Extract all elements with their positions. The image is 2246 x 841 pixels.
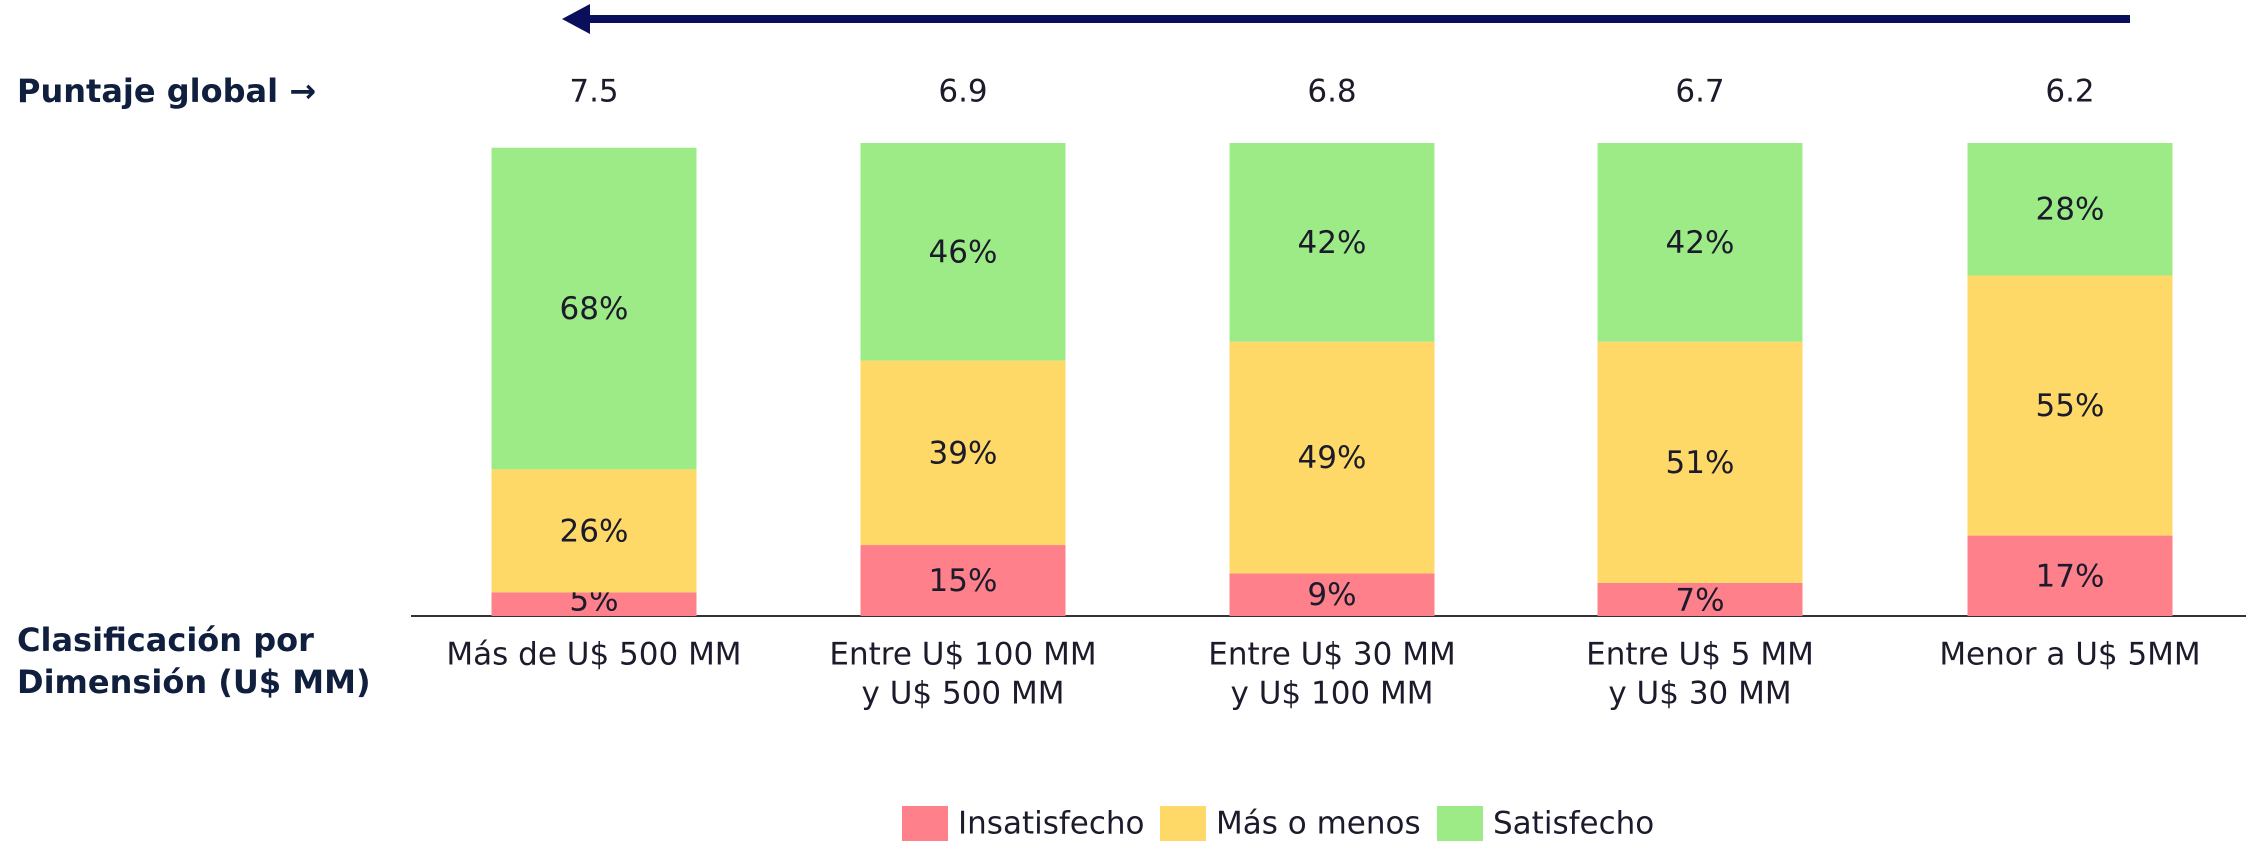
data-label: 42% bbox=[1298, 225, 1367, 261]
data-label: 49% bbox=[1298, 440, 1367, 476]
score-label: Puntaje global → bbox=[17, 72, 316, 110]
data-label: 42% bbox=[1666, 225, 1735, 261]
x-tick-label: Menor a U$ 5MM bbox=[1939, 637, 2200, 673]
bar-segment bbox=[1229, 573, 1435, 616]
score: 6.8 bbox=[1307, 74, 1356, 110]
data-label: 39% bbox=[929, 435, 998, 471]
bar-segment bbox=[1597, 143, 1803, 342]
bar-segment bbox=[1229, 341, 1435, 574]
bar-segment bbox=[491, 147, 697, 470]
data-label: 9% bbox=[1307, 577, 1356, 613]
axis-label: Clasificación por bbox=[17, 621, 314, 659]
x-tick-label: Entre U$ 100 MM bbox=[829, 637, 1096, 673]
data-label: 51% bbox=[1666, 445, 1735, 481]
data-label: 28% bbox=[2036, 192, 2105, 228]
bar-segment bbox=[1229, 143, 1435, 342]
bar-segment bbox=[860, 545, 1066, 616]
score: 6.7 bbox=[1675, 74, 1724, 110]
x-tick-label: y U$ 500 MM bbox=[862, 676, 1065, 712]
bar-segment bbox=[491, 469, 697, 593]
score: 7.5 bbox=[569, 74, 618, 110]
legend-swatch bbox=[1160, 806, 1206, 841]
legend-label: Satisfecho bbox=[1493, 806, 1654, 841]
bar-segment bbox=[860, 143, 1066, 361]
axis-label: Dimensión (U$ MM) bbox=[17, 663, 371, 701]
arrow-head bbox=[562, 4, 590, 34]
x-tick-label: Entre U$ 5 MM bbox=[1586, 637, 1814, 673]
bar-segment bbox=[1967, 275, 2173, 536]
data-label: 17% bbox=[2036, 558, 2105, 594]
data-label: 68% bbox=[560, 291, 629, 327]
x-tick-label: Entre U$ 30 MM bbox=[1208, 637, 1455, 673]
legend-label: Más o menos bbox=[1216, 806, 1421, 841]
data-label: 46% bbox=[929, 234, 998, 270]
score: 6.2 bbox=[2045, 74, 2094, 110]
bar-segment bbox=[491, 592, 697, 616]
data-label: 7% bbox=[1675, 583, 1724, 619]
x-tick-label: Más de U$ 500 MM bbox=[446, 637, 741, 673]
data-label: 15% bbox=[929, 563, 998, 599]
legend-swatch bbox=[1437, 806, 1483, 841]
data-label: 26% bbox=[560, 513, 629, 549]
bar-segment bbox=[1967, 143, 2173, 276]
bar-segment bbox=[1597, 582, 1803, 616]
bar-segment bbox=[1597, 341, 1803, 583]
score: 6.9 bbox=[938, 74, 987, 110]
legend-label: Insatisfecho bbox=[958, 806, 1145, 841]
bar-segment bbox=[1967, 535, 2173, 616]
x-tick-label: y U$ 100 MM bbox=[1231, 676, 1434, 712]
bar-segment bbox=[860, 360, 1066, 546]
x-tick-label: y U$ 30 MM bbox=[1608, 676, 1791, 712]
data-label: 55% bbox=[2036, 388, 2105, 424]
legend-swatch bbox=[902, 806, 948, 841]
